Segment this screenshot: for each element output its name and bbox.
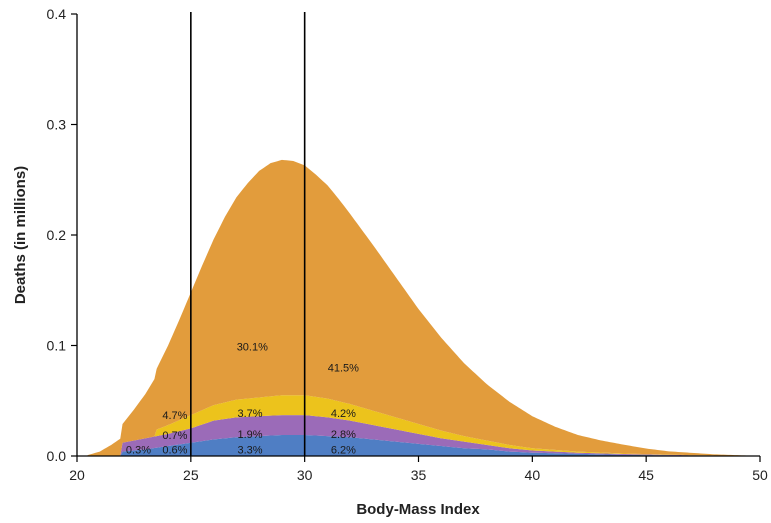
area-percent-label: 30.1%: [237, 342, 268, 354]
y-tick-label: 0.0: [47, 448, 67, 464]
x-axis-title: Body-Mass Index: [356, 501, 480, 518]
area-percent-label: 0.6%: [162, 444, 187, 456]
area-percent-label: 0.7%: [162, 430, 187, 442]
area-percent-label: 41.5%: [328, 363, 359, 375]
area-series-3: [77, 395, 760, 456]
x-tick-label: 25: [183, 467, 199, 483]
area-series-1: [77, 435, 760, 456]
x-tick-label: 30: [297, 467, 313, 483]
x-tick-label: 35: [411, 467, 427, 483]
y-tick-label: 0.3: [47, 117, 67, 133]
area-percent-label: 4.7%: [162, 410, 187, 422]
x-tick-label: 50: [752, 467, 768, 483]
y-tick-label: 0.1: [47, 338, 67, 354]
y-tick-label: 0.2: [47, 227, 67, 243]
area-percent-label: 1.9%: [237, 429, 262, 441]
area-percent-label: 0.3%: [126, 444, 151, 456]
area-percent-label: 2.8%: [331, 429, 356, 441]
y-axis-title: Deaths (in millions): [12, 166, 29, 304]
y-tick-label: 0.4: [47, 6, 67, 22]
ticks: 20 25 30 35 40 45 50 0.0 0.1 0.2 0.3 0.4: [47, 6, 768, 483]
area-series-2: [77, 415, 760, 456]
area-percent-label: 3.7%: [237, 408, 262, 420]
area-percent-label: 4.2%: [331, 408, 356, 420]
reference-lines: [190, 12, 306, 456]
x-tick-label: 45: [638, 467, 654, 483]
x-tick-label: 20: [69, 467, 85, 483]
area-series-4: [77, 159, 760, 457]
area-percent-label: 3.3%: [237, 444, 262, 456]
area-layers: [77, 159, 760, 457]
area-percent-label: 6.2%: [331, 444, 356, 456]
area-labels: 30.1% 41.5% 4.7% 3.7% 4.2% 0.7% 1.9% 2.8% 0.3% 0.…: [126, 342, 359, 457]
x-tick-label: 40: [525, 467, 541, 483]
